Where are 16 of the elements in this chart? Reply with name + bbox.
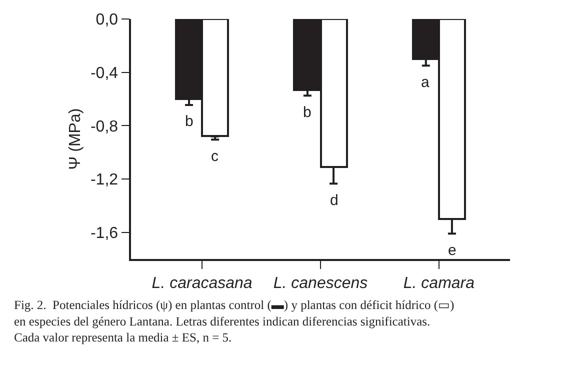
y-tick-label: -1,2 (90, 172, 118, 189)
y-axis-title: Ψ (MPa) (66, 108, 84, 170)
annotation: b (303, 104, 312, 121)
annotation: a (421, 74, 430, 91)
y-tick-label: -1,6 (90, 224, 118, 242)
y-tick-label: -0,4 (90, 64, 118, 82)
x-tick-label: L. caracasana (152, 274, 252, 292)
annotation: d (330, 192, 338, 209)
caption: Fig. 2. Potenciales hídricos (ψ) en plantas control (▬) y plantas con déficit hídrico (▭) en especies del género Lantana. Letras diferentes indican diferencias significativas. Cada valor representa la media ± ES, n = 5. (14, 298, 454, 344)
y-tick-label: 0,0 (96, 12, 118, 29)
annotation: c (211, 148, 219, 165)
x-tick-label: L. camara (403, 274, 475, 292)
y-tick-label: -0,8 (90, 118, 118, 136)
annotation: e (448, 242, 456, 259)
annotation: b (185, 113, 194, 130)
x-tick-label: L. canescens (273, 274, 368, 292)
